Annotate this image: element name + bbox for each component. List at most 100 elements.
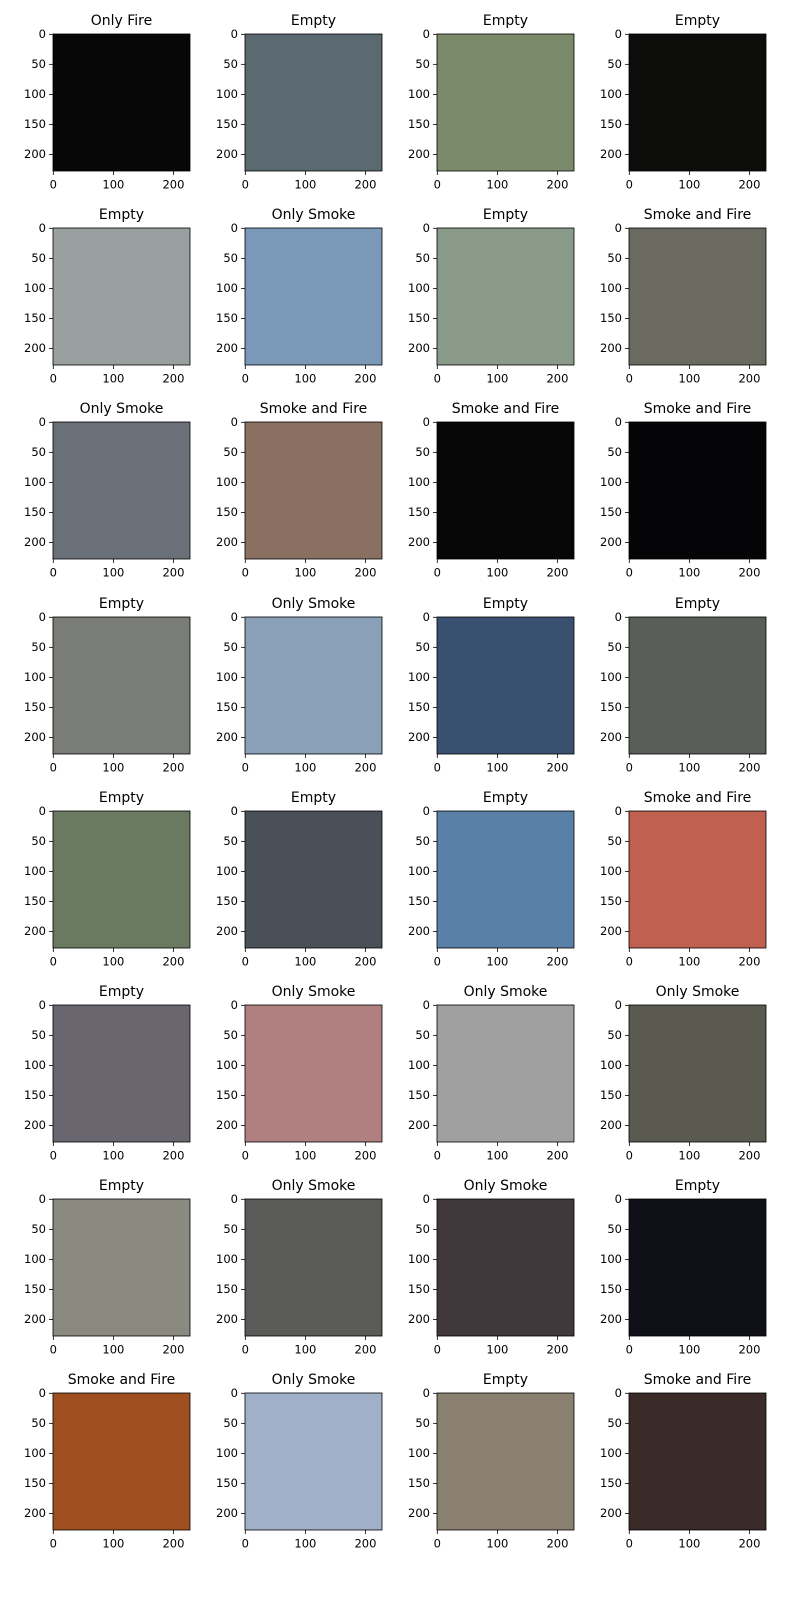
y-tick-label: 150 [216, 1282, 238, 1296]
image [629, 422, 766, 559]
y-tick-label: 200 [24, 1312, 46, 1326]
y-tick-label: 200 [216, 147, 238, 161]
x-tick-label: 100 [486, 1343, 508, 1357]
x-tick-label: 100 [678, 1149, 700, 1163]
y-tick-label: 200 [24, 924, 46, 938]
axes-frame [628, 810, 767, 949]
y-tick-label: 50 [415, 1416, 430, 1430]
y-tick-label: 150 [24, 311, 46, 325]
x-tick-label: 200 [738, 955, 760, 969]
x-tick-label: 100 [294, 1343, 316, 1357]
y-tick-label: 0 [231, 1386, 238, 1400]
y-tick-label: 100 [24, 1446, 46, 1460]
axes-frame [244, 227, 383, 366]
y-tick-label: 100 [408, 87, 430, 101]
x-tick-label: 0 [242, 761, 249, 775]
y-tick-label: 50 [607, 1028, 622, 1042]
y-tick-label: 200 [600, 924, 622, 938]
x-tick-label: 0 [626, 761, 633, 775]
image [245, 1005, 382, 1142]
y-tick-label: 200 [408, 730, 430, 744]
y-tick-label: 150 [24, 1088, 46, 1102]
x-tick-label: 0 [242, 1149, 249, 1163]
x-tick-label: 200 [738, 566, 760, 580]
y-tick-label: 0 [231, 610, 238, 624]
y-tick-label: 0 [423, 1386, 430, 1400]
x-tick-label: 200 [354, 372, 376, 386]
x-tick-label: 0 [434, 1149, 441, 1163]
y-tick-label: 50 [607, 251, 622, 265]
y-tick-label: 50 [415, 1028, 430, 1042]
y-tick-label: 150 [408, 894, 430, 908]
x-tick-label: 0 [242, 372, 249, 386]
y-tick-label: 0 [39, 804, 46, 818]
y-tick-label: 0 [615, 415, 622, 429]
y-tick-label: 200 [216, 341, 238, 355]
image [53, 1199, 190, 1336]
x-tick-label: 0 [434, 955, 441, 969]
x-tick-label: 100 [102, 178, 124, 192]
subplot-title: Empty [99, 790, 144, 806]
axes-frame [52, 616, 191, 755]
x-tick-label: 200 [546, 372, 568, 386]
y-tick-label: 0 [615, 221, 622, 235]
axes-frame [628, 1392, 767, 1531]
x-tick-label: 200 [162, 178, 184, 192]
y-tick-label: 200 [600, 535, 622, 549]
subplot-title: Empty [675, 1178, 720, 1194]
x-tick-label: 0 [50, 955, 57, 969]
image [629, 617, 766, 754]
y-tick-label: 0 [423, 27, 430, 41]
y-tick-label: 200 [408, 1118, 430, 1132]
x-tick-label: 200 [354, 1537, 376, 1551]
axes-frame [628, 421, 767, 560]
axes-frame [436, 33, 575, 172]
y-tick-label: 0 [423, 415, 430, 429]
image [53, 617, 190, 754]
x-tick-label: 200 [546, 955, 568, 969]
axes-frame [52, 227, 191, 366]
x-tick-label: 100 [678, 566, 700, 580]
axes-frame [628, 227, 767, 366]
y-tick-label: 50 [607, 1222, 622, 1236]
y-tick-label: 100 [216, 1252, 238, 1266]
y-tick-label: 200 [408, 1312, 430, 1326]
y-tick-label: 200 [600, 341, 622, 355]
subplot-title: Smoke and Fire [644, 207, 752, 223]
image [53, 1393, 190, 1530]
x-tick-label: 200 [354, 955, 376, 969]
x-tick-label: 0 [434, 372, 441, 386]
subplot-title: Only Smoke [656, 984, 740, 1000]
image [437, 1005, 574, 1142]
image [437, 228, 574, 365]
y-tick-label: 50 [31, 57, 46, 71]
image [437, 1199, 574, 1336]
y-tick-label: 150 [216, 1476, 238, 1490]
subplot-title: Empty [291, 13, 336, 29]
image [629, 34, 766, 171]
subplot-title: Only Smoke [464, 984, 548, 1000]
axes-frame [628, 33, 767, 172]
subplot-title: Only Smoke [272, 596, 356, 612]
image [629, 1199, 766, 1336]
y-tick-label: 150 [408, 1088, 430, 1102]
y-tick-label: 50 [223, 640, 238, 654]
image [629, 228, 766, 365]
y-tick-label: 0 [615, 998, 622, 1012]
x-tick-label: 200 [738, 178, 760, 192]
subplot-title: Only Fire [91, 13, 153, 29]
x-tick-label: 200 [162, 1537, 184, 1551]
x-tick-label: 100 [102, 566, 124, 580]
y-tick-label: 100 [600, 1058, 622, 1072]
y-tick-label: 0 [231, 415, 238, 429]
subplot-title: Smoke and Fire [644, 401, 752, 417]
y-tick-label: 50 [415, 834, 430, 848]
y-tick-label: 200 [24, 341, 46, 355]
y-tick-label: 100 [216, 1058, 238, 1072]
subplot-title: Empty [291, 790, 336, 806]
x-tick-label: 0 [50, 1537, 57, 1551]
subplot-title: Empty [483, 790, 528, 806]
y-tick-label: 150 [24, 700, 46, 714]
axes-frame [244, 1198, 383, 1337]
x-tick-label: 200 [738, 1537, 760, 1551]
